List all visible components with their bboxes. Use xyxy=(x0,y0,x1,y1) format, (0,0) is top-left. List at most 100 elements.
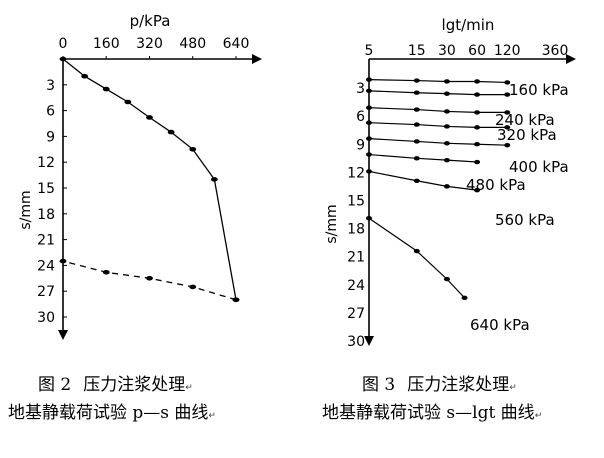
fig3-point-560 kPa xyxy=(474,187,481,193)
paragraph-mark: ↵ xyxy=(208,411,216,421)
fig3-series-640 kPa xyxy=(368,217,465,299)
fig2-y-tick-label: 3 xyxy=(46,78,55,94)
fig3-point-160 kPa xyxy=(366,88,372,94)
fig2-point-loading xyxy=(189,147,197,152)
fig3-series-320 kPa xyxy=(368,122,508,128)
fig3-y-tick-label: 27 xyxy=(347,306,365,322)
fig2-y-tick-label: 30 xyxy=(37,310,55,326)
fig3-y-tick-label: 24 xyxy=(347,278,365,294)
fig2-point-unloading xyxy=(146,276,153,281)
fig3-y-axis-label: s/mm xyxy=(324,204,340,243)
fig3-x-tick-label: 15 xyxy=(408,43,426,59)
fig3-load-label: 320 kPa xyxy=(497,126,557,144)
fig3-y-tick-label: 12 xyxy=(347,165,365,181)
fig3-title: 压力注浆处理 xyxy=(407,375,510,395)
fig3-point-400 kPa xyxy=(443,141,450,146)
fig3-y-tick-label: 6 xyxy=(356,109,365,125)
fig3-point-240 kPa xyxy=(413,107,420,112)
fig3-y-axis-arrow xyxy=(364,336,374,346)
fig3-x-tick-label: 120 xyxy=(494,43,521,59)
fig2-caption-line2: 地基静载荷试验 p—s 曲线↵ xyxy=(8,398,216,423)
fig3-number: 图 3 xyxy=(362,375,396,395)
fig3-point-240 kPa xyxy=(443,109,450,114)
fig3-point-240 kPa xyxy=(474,110,481,115)
fig3-point-80 kPa xyxy=(413,78,420,83)
fig2-y-tick-label: 18 xyxy=(37,207,55,223)
fig2-series-loading xyxy=(62,58,237,300)
fig3-series-400 kPa xyxy=(368,138,508,146)
fig2-caption-line1: 图 2 压力注浆处理↵ xyxy=(38,370,193,395)
fig3-x-axis-arrow xyxy=(566,54,576,64)
fig3-point-240 kPa xyxy=(504,110,511,115)
fig2-subtitle: 地基静载荷试验 p—s 曲线 xyxy=(8,403,209,423)
fig2-y-tick-label: 9 xyxy=(46,129,55,145)
fig3-point-240 kPa xyxy=(366,105,372,110)
fig3-series-240 kPa xyxy=(368,107,508,113)
fig2-y-tick-label: 12 xyxy=(37,155,55,171)
fig3-point-320 kPa xyxy=(504,125,511,130)
fig2-title: 压力注浆处理 xyxy=(83,375,186,395)
fig2-x-axis-label: p/kPa xyxy=(130,12,171,30)
fig3-point-560 kPa xyxy=(443,184,450,189)
fig2-y-tick-label: 21 xyxy=(37,233,55,249)
fig3-series-560 kPa xyxy=(368,170,478,191)
fig3-point-320 kPa xyxy=(413,122,420,127)
fig3-point-80 kPa xyxy=(443,79,450,84)
fig3-y-tick-label: 18 xyxy=(347,222,365,238)
fig3-caption-line2: 地基静载荷试验 s—lgt 曲线↵ xyxy=(322,398,542,423)
fig3-point-400 kPa xyxy=(474,142,481,147)
fig3-x-tick-label: 60 xyxy=(468,43,486,59)
fig3-y-tick-label: 3 xyxy=(356,81,365,97)
fig3-y-tick-label: 21 xyxy=(347,250,365,266)
fig3-load-label: 560 kPa xyxy=(495,211,555,229)
fig3-x-tick-label: 360 xyxy=(542,43,569,59)
fig3-point-160 kPa xyxy=(474,92,481,97)
fig2-y-tick-label: 27 xyxy=(37,284,55,300)
fig3-point-480 kPa xyxy=(474,159,481,165)
fig3-point-560 kPa xyxy=(413,178,420,183)
fig2-y-tick-label: 6 xyxy=(46,104,55,120)
fig3-point-560 kPa xyxy=(366,169,372,174)
paragraph-mark: ↵ xyxy=(534,411,543,421)
fig2-y-tick-label: 24 xyxy=(37,258,55,274)
fig3-point-160 kPa xyxy=(504,92,511,97)
fig2-point-unloading xyxy=(232,297,240,303)
paragraph-mark: ↵ xyxy=(509,383,517,393)
fig3-x-tick-label: 5 xyxy=(365,43,374,59)
fig2-y-axis-label: s/mm xyxy=(18,190,34,229)
fig3-point-640 kPa xyxy=(413,248,420,254)
fig2-y-tick-label: 15 xyxy=(37,181,55,197)
fig2-point-loading xyxy=(146,115,153,120)
fig3-point-480 kPa xyxy=(413,156,420,161)
fig3-caption-line1: 图 3 压力注浆处理↵ xyxy=(362,370,517,395)
fig3-series-80 kPa xyxy=(368,79,508,84)
fig3-point-400 kPa xyxy=(413,139,420,144)
fig3-point-160 kPa xyxy=(443,91,450,96)
fig3-point-320 kPa xyxy=(474,125,481,130)
fig3-point-320 kPa xyxy=(366,120,372,125)
fig3-point-400 kPa xyxy=(504,142,511,148)
paragraph-mark: ↵ xyxy=(185,383,193,393)
fig2-x-axis-arrow xyxy=(252,54,262,64)
fig2-point-loading xyxy=(81,73,89,79)
fig2-x-tick-label: 640 xyxy=(223,36,250,52)
fig3-point-640 kPa xyxy=(366,216,372,221)
fig2-point-unloading xyxy=(189,284,197,290)
fig2-x-tick-label: 0 xyxy=(59,36,68,52)
fig2-point-loading xyxy=(210,177,218,182)
fig2-number: 图 2 xyxy=(38,375,72,395)
fig3-series-480 kPa xyxy=(368,153,478,163)
fig2-point-loading xyxy=(167,129,175,135)
fig3-x-axis-label: lgt/min xyxy=(442,16,495,34)
fig3-y-tick-label: 15 xyxy=(347,194,365,210)
fig3-point-480 kPa xyxy=(366,152,372,157)
fig3-point-640 kPa xyxy=(461,295,468,301)
fig3-load-label: 400 kPa xyxy=(509,158,569,176)
fig3-load-label: 240 kPa xyxy=(495,111,555,129)
fig2-point-unloading xyxy=(59,258,67,264)
fig3-y-tick-label: 9 xyxy=(356,137,365,153)
fig3-point-80 kPa xyxy=(504,80,511,85)
fig2-y-axis-arrow xyxy=(58,330,68,340)
fig3-point-80 kPa xyxy=(474,79,481,84)
